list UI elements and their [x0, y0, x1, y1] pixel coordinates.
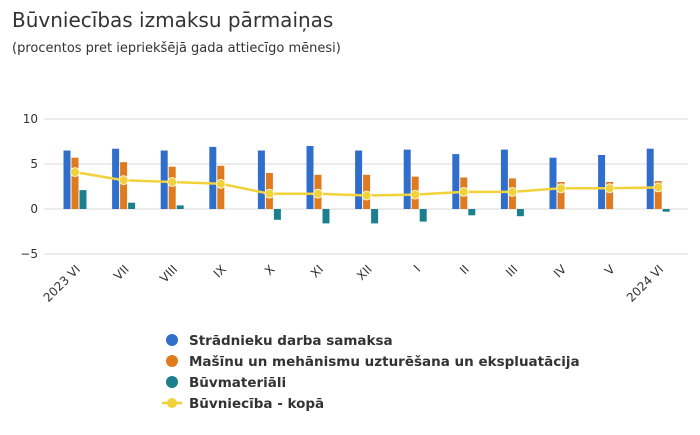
- legend-bar-symbol: [166, 334, 178, 346]
- x-tick-label: IX: [211, 262, 229, 280]
- bar: [403, 149, 411, 209]
- line-point: [604, 183, 615, 194]
- x-tick-label: XII: [354, 262, 375, 283]
- bar: [63, 150, 71, 209]
- bar: [557, 182, 565, 209]
- x-tick-label: 2023 VI: [41, 262, 84, 305]
- bars: [63, 146, 670, 224]
- bar: [549, 157, 557, 209]
- bar: [128, 202, 136, 209]
- legend-label: Mašīnu un mehānismu uzturēšana un eksplu…: [189, 354, 580, 370]
- bar: [598, 155, 606, 209]
- bar: [160, 150, 168, 209]
- x-tick-label: XI: [308, 262, 326, 280]
- y-tick-label: 0: [30, 202, 38, 216]
- legend-bar-symbol: [166, 376, 178, 388]
- line-point: [167, 177, 178, 187]
- line-point: [507, 186, 518, 197]
- x-tick-label: VIII: [157, 262, 180, 285]
- line-point: [264, 188, 275, 199]
- bar: [516, 209, 524, 217]
- bar: [209, 146, 217, 209]
- bar: [452, 154, 460, 209]
- x-tick-label: III: [503, 262, 520, 279]
- bar: [654, 181, 662, 209]
- line-point: [70, 167, 80, 178]
- bar: [419, 209, 427, 222]
- x-tick-label: II: [457, 262, 472, 277]
- bar: [306, 146, 314, 209]
- legend-point-symbol: [167, 398, 177, 408]
- bar: [273, 209, 281, 220]
- x-tick-label: 2024 VI: [624, 262, 667, 305]
- bar: [500, 149, 508, 209]
- line-point: [361, 190, 372, 201]
- x-tick-label: V: [602, 262, 618, 278]
- legend-label: Būvmateriāli: [189, 375, 286, 391]
- line-point: [653, 182, 664, 193]
- legend-bar-symbol: [166, 355, 178, 367]
- bar: [606, 182, 614, 209]
- y-tick-label: −5: [20, 247, 38, 261]
- bar: [468, 209, 476, 216]
- chart-title: Būvniecības izmaksu pārmaiņas: [12, 8, 334, 32]
- line-point: [118, 175, 129, 186]
- bar: [71, 157, 79, 209]
- line-point: [556, 183, 566, 194]
- line-point: [215, 178, 226, 189]
- bar: [176, 205, 184, 209]
- legend: Strādnieku darba samaksa Mašīnu un mehāni…: [162, 333, 580, 412]
- total-line: [70, 167, 664, 201]
- line-point: [410, 189, 421, 200]
- bar: [646, 148, 654, 209]
- bar: [120, 162, 128, 209]
- legend-label: Būvniecība - kopā: [189, 396, 324, 412]
- line-point: [313, 188, 323, 199]
- bar: [322, 209, 330, 224]
- y-axis-ticks: −5 0 5 10: [20, 112, 38, 261]
- legend-label: Strādnieku darba samaksa: [189, 333, 393, 349]
- bar: [662, 209, 670, 212]
- x-tick-label: IV: [551, 262, 570, 281]
- x-tick-label: X: [262, 262, 278, 278]
- x-tick-label: VII: [111, 262, 132, 283]
- bar: [79, 190, 87, 209]
- x-tick-label: I: [411, 262, 423, 274]
- bar: [371, 209, 379, 224]
- bar: [355, 150, 363, 209]
- chart-subtitle: (procentos pret iepriekšējā gada attiecī…: [12, 41, 341, 56]
- bar: [257, 150, 265, 209]
- y-tick-label: 10: [23, 112, 38, 126]
- x-axis-ticks: 2023 VI VII VIII IX X XI XII I II III IV V 2024 VI: [41, 262, 667, 305]
- line-point: [458, 186, 469, 197]
- bar: [168, 166, 176, 209]
- y-tick-label: 5: [30, 157, 38, 171]
